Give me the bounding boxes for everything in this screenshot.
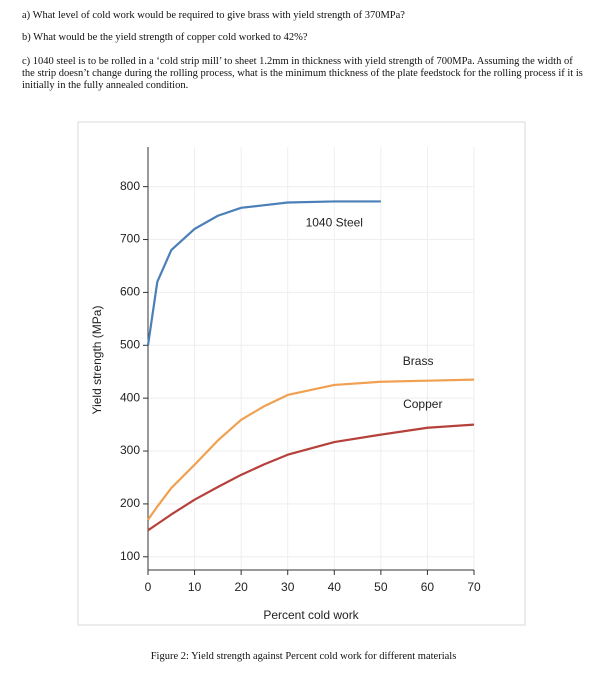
y-tick-label: 800 — [120, 179, 140, 193]
x-tick-label: 70 — [467, 580, 481, 594]
x-tick-label: 10 — [188, 580, 202, 594]
question: b) What would be the yield strength of c… — [22, 32, 308, 43]
series-line — [147, 378, 475, 521]
y-axis-label: Yield strength (MPa) — [90, 306, 104, 415]
x-tick-label: 60 — [421, 580, 435, 594]
y-tick-label: 500 — [120, 337, 140, 351]
series-label: 1040 Steel — [306, 216, 363, 230]
series-label: Copper — [403, 397, 442, 411]
caption: Figure 2: Yield strength against Percent… — [150, 651, 457, 662]
y-tick-label: 300 — [120, 443, 140, 457]
x-tick-label: 50 — [374, 580, 388, 594]
y-tick-label: 400 — [120, 390, 140, 404]
series-line — [147, 423, 475, 532]
x-tick-label: 30 — [281, 580, 295, 594]
question: a) What level of cold work would be requ… — [22, 10, 405, 21]
y-tick-label: 700 — [120, 232, 140, 246]
series-label: Brass — [403, 354, 434, 368]
x-tick-label: 40 — [328, 580, 342, 594]
question: c) 1040 steel is to be rolled in a ‘cold… — [22, 56, 583, 91]
x-tick-label: 0 — [145, 580, 152, 594]
series-line — [146, 200, 381, 346]
y-tick-label: 100 — [120, 549, 140, 563]
figure-frame — [77, 121, 526, 626]
y-tick-label: 200 — [120, 496, 140, 510]
x-axis-label: Percent cold work — [263, 608, 359, 622]
x-tick-label: 20 — [234, 580, 248, 594]
y-tick-label: 600 — [120, 285, 140, 299]
